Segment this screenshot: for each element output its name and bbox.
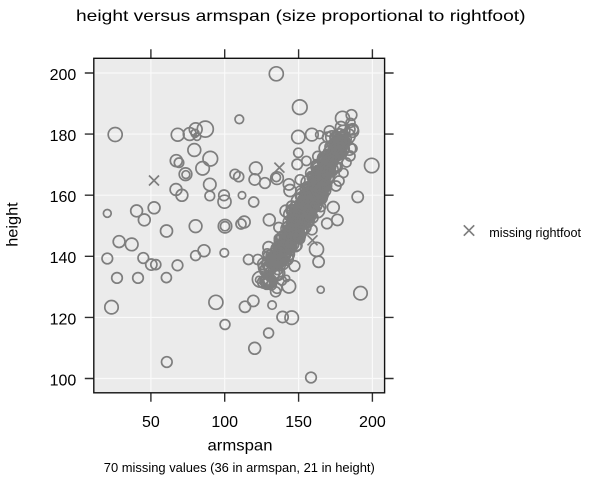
svg-text:armspan: armspan bbox=[208, 437, 273, 454]
svg-text:100: 100 bbox=[50, 372, 77, 389]
svg-text:50: 50 bbox=[142, 414, 160, 431]
svg-text:height versus armspan (size pr: height versus armspan (size proportional… bbox=[76, 8, 526, 25]
svg-text:120: 120 bbox=[50, 311, 77, 328]
svg-text:100: 100 bbox=[211, 414, 238, 431]
svg-text:200: 200 bbox=[359, 414, 386, 431]
svg-text:150: 150 bbox=[285, 414, 312, 431]
svg-text:140: 140 bbox=[50, 250, 77, 267]
svg-text:180: 180 bbox=[50, 128, 77, 145]
svg-text:160: 160 bbox=[50, 189, 77, 206]
svg-text:200: 200 bbox=[50, 67, 77, 84]
svg-text:70 missing values (36 in armsp: 70 missing values (36 in armspan, 21 in … bbox=[104, 460, 375, 475]
svg-text:height: height bbox=[4, 202, 21, 247]
svg-text:missing rightfoot: missing rightfoot bbox=[489, 226, 581, 240]
